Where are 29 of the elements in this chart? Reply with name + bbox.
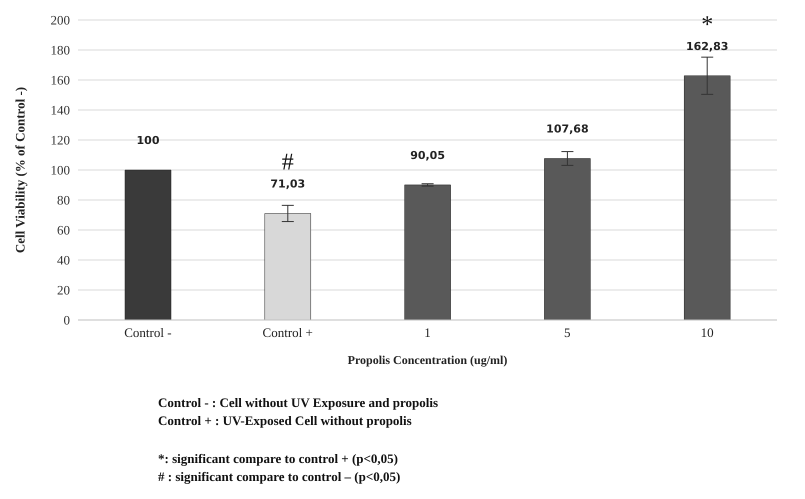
text: # : significant compare to control – (p<0,05) [158, 468, 402, 486]
y-tick-label: 180 [50, 42, 70, 58]
y-tick-label: 0 [64, 312, 70, 328]
annotation: # [282, 149, 294, 176]
data-label: 90,05 [410, 148, 445, 162]
x-tick-label: 10 [700, 325, 714, 340]
data-label: 162,83 [686, 40, 728, 53]
y-tick-label: 200 [50, 12, 70, 28]
x-tick-label: Control + [262, 325, 313, 340]
annotation: * [701, 12, 714, 38]
x-tick-label: Control - [124, 325, 172, 340]
data-label: 107,68 [546, 122, 589, 136]
y-tick-label: 160 [50, 72, 70, 88]
text: *: significant compare to control + (p<0,05) [158, 450, 400, 468]
x-tick-label: 1 [424, 325, 431, 340]
data-label: 100 [136, 134, 160, 147]
y-tick-label: 140 [50, 102, 70, 118]
y-tick-label: 120 [50, 132, 70, 148]
y-axis-title: Cell Viability (% of Control -) [12, 86, 28, 254]
y-tick-label: 20 [57, 282, 70, 298]
y-tick-label: 60 [57, 222, 70, 238]
x-axis-title: Propolis Concentration (ug/ml) [348, 353, 508, 367]
text: Control + : UV-Exposed Cell without propolis [158, 412, 413, 430]
x-tick-label: 5 [564, 325, 571, 340]
y-tick-label: 80 [57, 192, 70, 208]
data-label: 71,03 [270, 177, 306, 190]
text: Control - : Cell without UV Exposure and propolis [158, 394, 440, 412]
y-tick-label: 100 [50, 162, 70, 178]
y-tick-label: 40 [57, 252, 70, 268]
